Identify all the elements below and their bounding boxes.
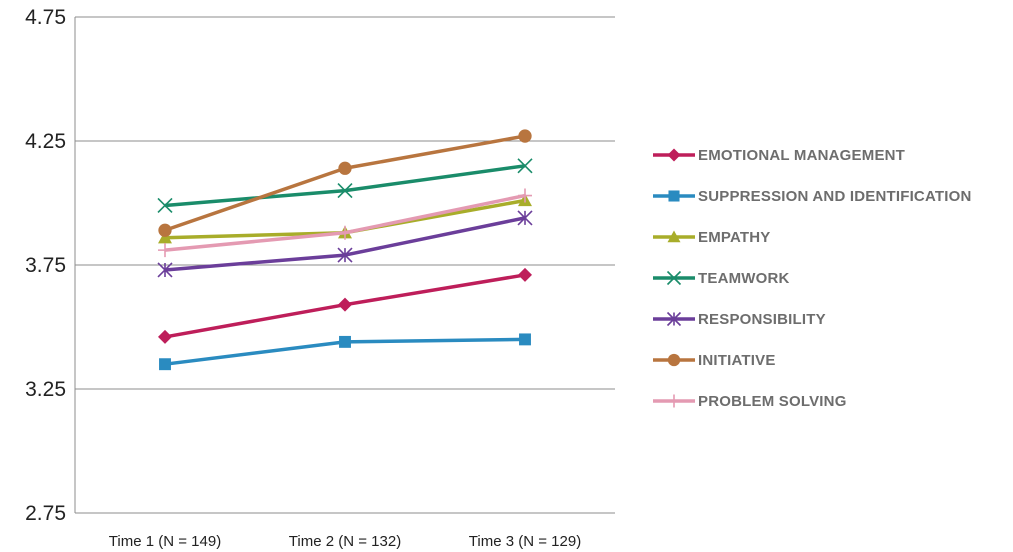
circle-marker — [338, 161, 352, 175]
asterisk-marker — [337, 247, 353, 263]
legend-label: RESPONSIBILITY — [698, 311, 826, 328]
series-line — [164, 134, 526, 232]
legend: EMOTIONAL MANAGEMENT SUPPRESSION AND IDEN… — [653, 147, 972, 410]
plus-marker — [158, 243, 172, 258]
legend-item: INITIATIVE — [653, 352, 776, 369]
y-tick-label: 3.75 — [25, 254, 66, 277]
series-line — [164, 193, 526, 252]
asterisk-marker — [517, 210, 533, 226]
legend-label: EMPATHY — [698, 229, 771, 246]
plus-marker — [518, 188, 532, 203]
legend-label: INITIATIVE — [698, 352, 776, 369]
square-marker — [159, 358, 171, 371]
y-axis-ticks: 2.75 3.25 3.75 4.25 4.75 — [25, 6, 66, 525]
square-marker — [519, 333, 531, 346]
series-responsibility — [157, 210, 533, 278]
triangle-marker — [158, 230, 172, 244]
diamond-marker — [158, 329, 172, 344]
square-marker — [339, 335, 351, 348]
legend-item: EMPATHY — [653, 229, 771, 246]
legend-item: EMOTIONAL MANAGEMENT — [653, 147, 905, 164]
series-problem-solving — [158, 188, 532, 258]
plus-marker — [667, 394, 681, 408]
y-tick-label: 4.25 — [25, 130, 66, 153]
legend-item: SUPPRESSION AND IDENTIFICATION — [653, 188, 972, 205]
x-tick-label: Time 3 (N = 129) — [469, 533, 581, 550]
triangle-marker — [667, 230, 681, 243]
legend-label: TEAMWORK — [698, 270, 790, 287]
diamond-marker — [518, 267, 532, 282]
asterisk-marker — [666, 311, 682, 327]
diamond-marker — [667, 148, 681, 162]
y-tick-label: 3.25 — [25, 378, 66, 401]
x-tick-label: Time 1 (N = 149) — [109, 533, 221, 550]
legend-item: RESPONSIBILITY — [653, 311, 826, 328]
square-marker — [668, 190, 680, 202]
legend-label: PROBLEM SOLVING — [698, 393, 847, 410]
circle-marker — [158, 223, 172, 237]
x-marker — [517, 158, 533, 174]
plus-marker — [338, 225, 352, 240]
y-tick-label: 2.75 — [25, 502, 66, 525]
x-tick-label: Time 2 (N = 132) — [289, 533, 401, 550]
x-marker — [337, 183, 353, 199]
series-initiative — [158, 129, 532, 237]
series-suppression-and-identification — [159, 333, 531, 371]
legend-item: PROBLEM SOLVING — [653, 393, 847, 410]
series-teamwork — [157, 158, 533, 214]
y-tick-label: 4.75 — [25, 6, 66, 29]
x-marker — [666, 270, 682, 286]
legend-label: EMOTIONAL MANAGEMENT — [698, 147, 905, 164]
asterisk-marker — [157, 262, 173, 278]
series-emotional-management — [158, 267, 532, 344]
gridlines — [74, 16, 615, 514]
legend-label: SUPPRESSION AND IDENTIFICATION — [698, 188, 972, 205]
circle-marker — [518, 129, 532, 143]
x-axis-ticks: Time 1 (N = 149) Time 2 (N = 132) Time 3 (… — [109, 533, 581, 550]
legend-item: TEAMWORK — [653, 270, 790, 287]
diamond-marker — [338, 297, 352, 312]
x-marker — [157, 197, 173, 214]
circle-marker — [667, 353, 681, 367]
series-group — [157, 129, 533, 371]
